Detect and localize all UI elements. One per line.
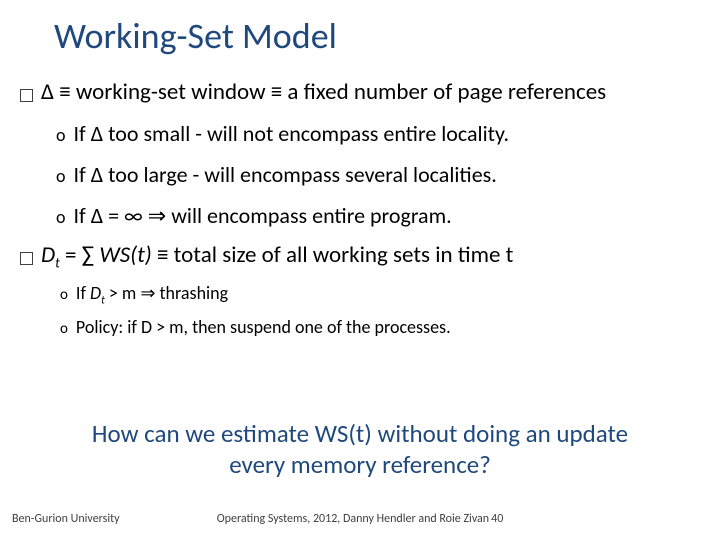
identic-symbol: ≡: [271, 78, 282, 106]
question-line-2: every memory reference?: [0, 449, 720, 480]
sub-item-2: o If Δ too large - will encompass severa…: [56, 161, 700, 188]
delta-symbol: Δ: [41, 78, 59, 106]
identic-symbol: ≡: [157, 241, 168, 269]
text: a fixed number of page references: [282, 78, 606, 106]
sub-item-5-text: Policy: if D > m, then suspend one of th…: [76, 316, 451, 338]
sub-item-2-text: If Δ too large - will encompass several …: [74, 161, 497, 188]
question-line-1: How can we estimate WS(t) without doing …: [0, 418, 720, 449]
sub-item-4-text: If Dt > m ⇒ thrashing: [76, 282, 228, 307]
circle-bullet-icon: o: [60, 320, 68, 338]
sub-item-4: o If Dt > m ⇒ thrashing: [60, 282, 700, 307]
text: thrashing: [155, 282, 228, 304]
sub-item-3: o If Δ = ∞ ⇒ will encompass entire progr…: [56, 202, 700, 229]
var-d: D: [90, 282, 101, 304]
sub-item-5: o Policy: if D > m, then suspend one of …: [60, 316, 700, 338]
slide: Working-Set Model Δ ≡ working-set window…: [0, 0, 720, 540]
circle-bullet-icon: o: [56, 124, 66, 146]
text: total size of all working sets in time t: [168, 241, 513, 269]
slide-content: Δ ≡ working-set window ≡ a fixed number …: [20, 78, 700, 340]
page-number: 40: [491, 512, 503, 526]
question-text: How can we estimate WS(t) without doing …: [0, 418, 720, 480]
square-bullet-icon: [20, 252, 33, 265]
text: > m: [105, 282, 141, 304]
footer-center-text: Operating Systems, 2012, Danny Hendler a…: [217, 512, 489, 526]
slide-title: Working-Set Model: [54, 14, 337, 58]
bullet-item-2: Dt = ∑ WS(t) ≡ total size of all working…: [20, 241, 700, 272]
text: will encompass entire program.: [166, 202, 451, 229]
sub-item-1-text: If Δ too small - will not encompass enti…: [74, 120, 510, 147]
sub-item-3-text: If Δ = ∞ ⇒ will encompass entire program…: [74, 202, 452, 229]
footer-center: Operating Systems, 2012, Danny Hendler a…: [0, 512, 720, 526]
circle-bullet-icon: o: [60, 286, 68, 304]
text: If Δ = ∞: [74, 202, 148, 229]
bullet-1-text: Δ ≡ working-set window ≡ a fixed number …: [41, 78, 606, 106]
square-bullet-icon: [20, 89, 33, 102]
bullet-2-text: Dt = ∑ WS(t) ≡ total size of all working…: [41, 241, 513, 272]
text: working-set window: [71, 78, 271, 106]
implies-symbol: ⇒: [148, 202, 166, 229]
text: If: [76, 282, 90, 304]
var-d: D: [41, 241, 55, 269]
sub-item-1: o If Δ too small - will not encompass en…: [56, 120, 700, 147]
implies-symbol: ⇒: [140, 282, 155, 304]
text: = ∑: [60, 241, 100, 269]
circle-bullet-icon: o: [56, 206, 66, 228]
ws-function: WS(t): [99, 241, 151, 269]
identic-symbol: ≡: [59, 78, 70, 106]
circle-bullet-icon: o: [56, 165, 66, 187]
bullet-item-1: Δ ≡ working-set window ≡ a fixed number …: [20, 78, 700, 106]
